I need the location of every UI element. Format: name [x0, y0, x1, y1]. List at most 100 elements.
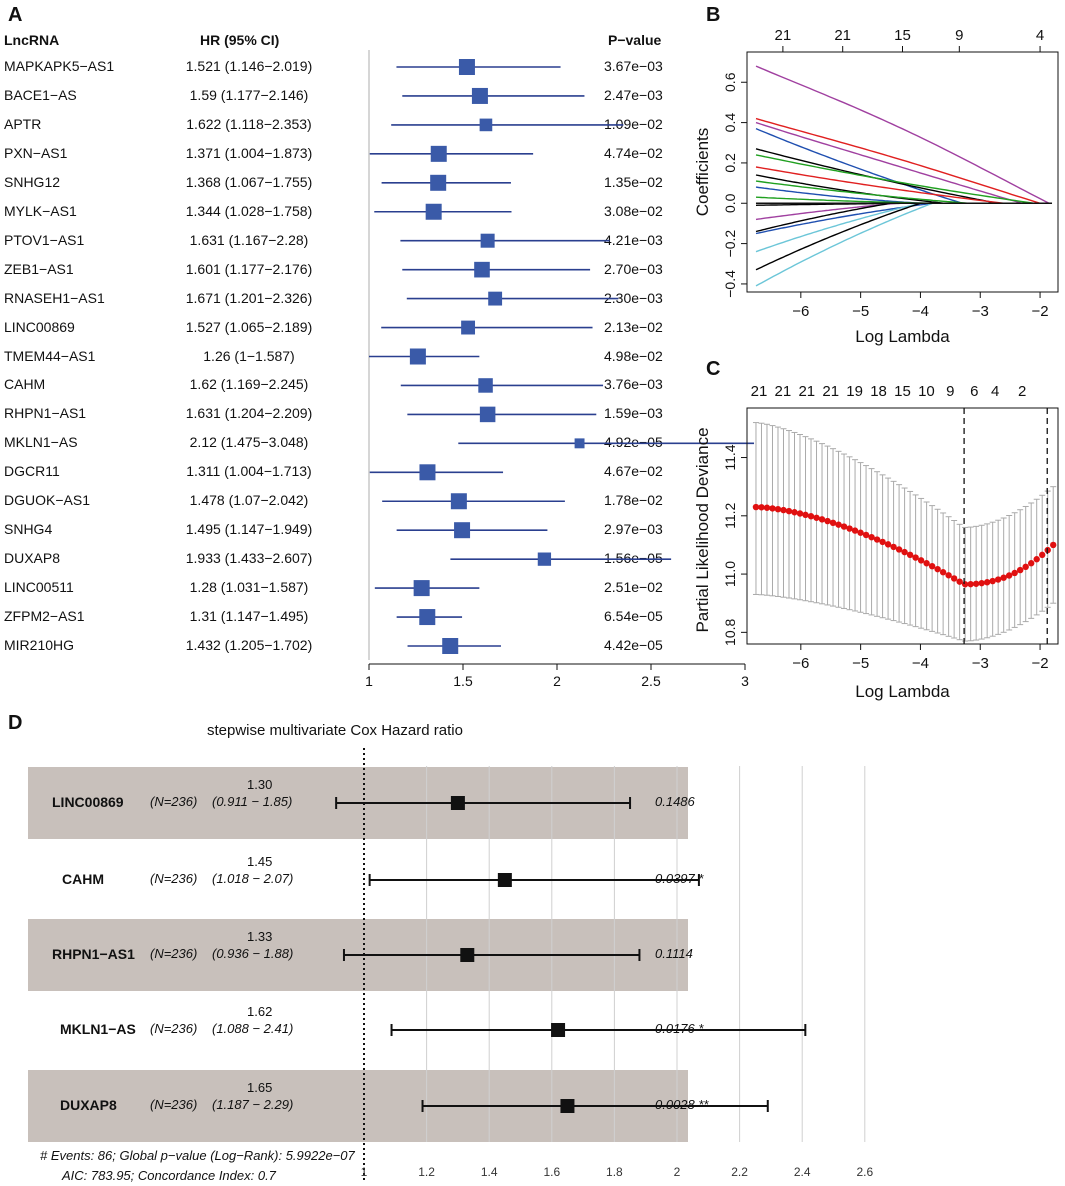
cv-top-tick-label: 15	[894, 383, 911, 400]
forest-row-name: DGUOK−AS1	[4, 492, 90, 509]
forest-row-pvalue: 4.98e−02	[604, 347, 663, 364]
forest-hr-marker	[409, 348, 426, 365]
forest-row-hr: 1.631 (1.204−2.209)	[185, 405, 313, 422]
lasso-coefficient-path	[755, 148, 1052, 204]
cv-deviance-point	[780, 506, 787, 514]
cv-deviance-point	[791, 509, 798, 516]
forest-hr-marker	[537, 552, 552, 566]
forest-row-hr: 1.631 (1.167−2.28)	[189, 231, 309, 248]
cv-x-tick-label: −6	[792, 655, 809, 672]
cv-deviance-point	[923, 560, 930, 567]
cv-y-tick-label: 10.8	[722, 619, 738, 646]
forest-row-pvalue: 3.76e−03	[604, 376, 663, 393]
cv-deviance-point	[928, 562, 936, 570]
cv-deviance-point	[1022, 563, 1029, 571]
forest-hr-marker	[425, 203, 442, 220]
cv-deviance-point	[846, 525, 853, 532]
cv-top-tick-label: 19	[846, 383, 863, 400]
lasso-y-tick-label: 0.6	[722, 72, 738, 92]
cox-row-hr: 1.62	[247, 1004, 273, 1019]
forest-x-tick-label: 2	[553, 673, 561, 689]
cox-row-ci: (1.088 − 2.41)	[212, 1021, 294, 1036]
forest-row-pvalue: 4.92e−05	[604, 434, 663, 451]
panel-label-c: C	[706, 358, 721, 380]
forest-row-hr: 1.521 (1.146−2.019)	[185, 58, 313, 74]
lasso-coefficient-path	[755, 186, 1052, 204]
forest-row-pvalue: 6.54e−05	[604, 608, 663, 625]
forest-row-hr: 1.622 (1.118−2.353)	[186, 115, 312, 132]
forest-row-name: CAHM	[4, 376, 46, 393]
lasso-y-label: Coefficients	[693, 128, 712, 217]
lasso-top-tick-label: 4	[1036, 27, 1044, 44]
forest-hr-marker	[430, 145, 447, 162]
forest-row-pvalue: 2.70e−03	[604, 260, 663, 277]
cox-row-hr: 1.33	[247, 929, 273, 944]
forest-hr-marker	[488, 291, 503, 306]
forest-hr-marker	[458, 59, 475, 75]
cv-top-tick-label: 21	[751, 383, 768, 400]
lasso-y-tick-label: 0.4	[722, 113, 738, 133]
cox-hr-marker	[551, 1023, 566, 1037]
lasso-top-tick-label: 21	[775, 27, 792, 44]
forest-row-pvalue: 2.97e−03	[604, 521, 663, 538]
forest-x-tick-label: 1	[365, 673, 373, 689]
cox-x-tick-label: 1	[361, 1165, 368, 1179]
cox-row-name: CAHM	[62, 871, 104, 887]
cv-deviance-point	[763, 504, 771, 511]
lasso-top-tick-label: 21	[834, 27, 851, 44]
cox-x-tick-label: 2.4	[794, 1165, 811, 1179]
lasso-coefficient-path	[755, 202, 1052, 233]
lasso-x-label: Log Lambda	[855, 327, 950, 346]
cv-x-label: Log Lambda	[855, 682, 950, 701]
forest-hr-marker	[480, 233, 495, 248]
cv-top-tick-label: 18	[870, 383, 887, 400]
forest-hr-marker	[478, 378, 493, 393]
forest-hr-marker	[442, 638, 459, 654]
forest-header-lncrna: LncRNA	[4, 32, 60, 48]
cv-deviance-point	[945, 572, 952, 579]
cv-deviance-point	[752, 503, 760, 511]
cv-x-tick-label: −2	[1032, 655, 1049, 672]
cv-top-tick-label: 9	[946, 383, 954, 400]
cv-deviance-point	[1011, 569, 1018, 577]
forest-hr-marker	[419, 609, 436, 626]
cv-deviance-point	[774, 505, 782, 513]
cv-deviance-point	[1039, 551, 1046, 559]
forest-header-hr: HR (95% CI)	[200, 32, 280, 48]
cox-row-name: LINC00869	[52, 794, 124, 810]
cv-deviance-point	[807, 513, 815, 520]
forest-row-hr: 1.28 (1.031−1.587)	[189, 579, 309, 596]
cv-deviance-point	[785, 507, 793, 515]
forest-row-hr: 1.311 (1.004−1.713)	[186, 463, 312, 480]
cv-deviance-point	[813, 514, 820, 521]
cv-top-tick-label: 10	[918, 383, 935, 400]
lasso-y-tick-label: 0.2	[722, 153, 738, 173]
cox-row-pvalue: 0.0028 **	[655, 1097, 709, 1112]
forest-hr-marker	[419, 464, 436, 481]
cv-deviance-point	[1000, 574, 1007, 581]
forest-row-pvalue: 4.21e−03	[604, 231, 663, 248]
lasso-x-tick-label: −6	[792, 303, 809, 320]
cv-x-tick-label: −4	[912, 655, 929, 672]
cv-deviance-point	[906, 551, 914, 559]
cox-x-tick-label: 1.8	[606, 1165, 623, 1179]
forest-row-hr: 1.495 (1.147−1.949)	[185, 521, 313, 538]
cox-row-hr: 1.30	[247, 777, 273, 792]
forest-hr-marker	[413, 580, 430, 597]
forest-row-name: ZEB1−AS1	[4, 260, 74, 277]
cv-deviance-point	[829, 519, 837, 527]
cv-deviance-point	[818, 516, 826, 523]
cox-row-ci: (1.018 − 2.07)	[212, 871, 294, 886]
lasso-x-tick-label: −4	[912, 303, 929, 320]
cv-deviance-point	[857, 529, 864, 536]
forest-row-name: DGCR11	[4, 463, 60, 480]
forest-hr-marker	[474, 261, 490, 278]
forest-row-pvalue: 1.56e−05	[604, 550, 663, 567]
cv-deviance-point	[972, 580, 980, 587]
cv-deviance-point	[769, 505, 776, 512]
forest-x-tick-label: 1.5	[453, 673, 473, 689]
cox-title: stepwise multivariate Cox Hazard ratio	[207, 722, 463, 739]
cox-row-ci: (0.936 − 1.88)	[212, 946, 294, 961]
forest-row-name: TMEM44−AS1	[4, 347, 96, 364]
